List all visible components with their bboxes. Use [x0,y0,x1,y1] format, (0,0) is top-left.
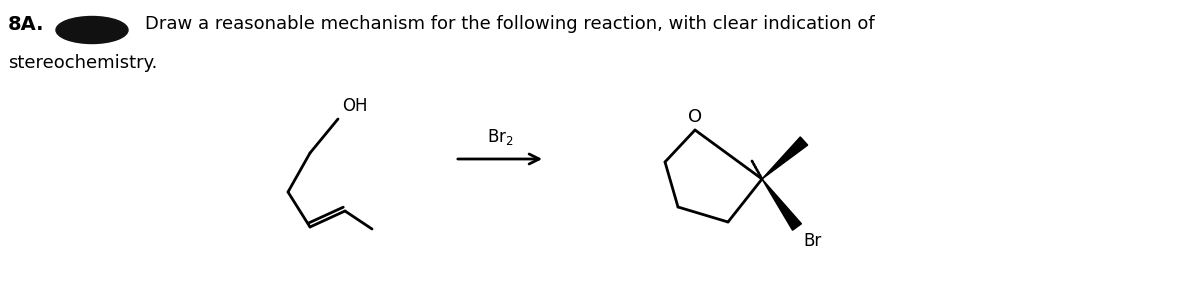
Text: Br: Br [803,232,821,250]
Polygon shape [762,137,808,179]
Text: Br$_2$: Br$_2$ [487,127,514,147]
Text: O: O [688,108,702,126]
Polygon shape [762,179,802,230]
Text: OH: OH [342,97,367,115]
Text: stereochemistry.: stereochemistry. [8,54,157,72]
Ellipse shape [56,17,128,43]
Text: Draw a reasonable mechanism for the following reaction, with clear indication of: Draw a reasonable mechanism for the foll… [145,15,875,33]
Text: 8A.: 8A. [8,15,44,34]
